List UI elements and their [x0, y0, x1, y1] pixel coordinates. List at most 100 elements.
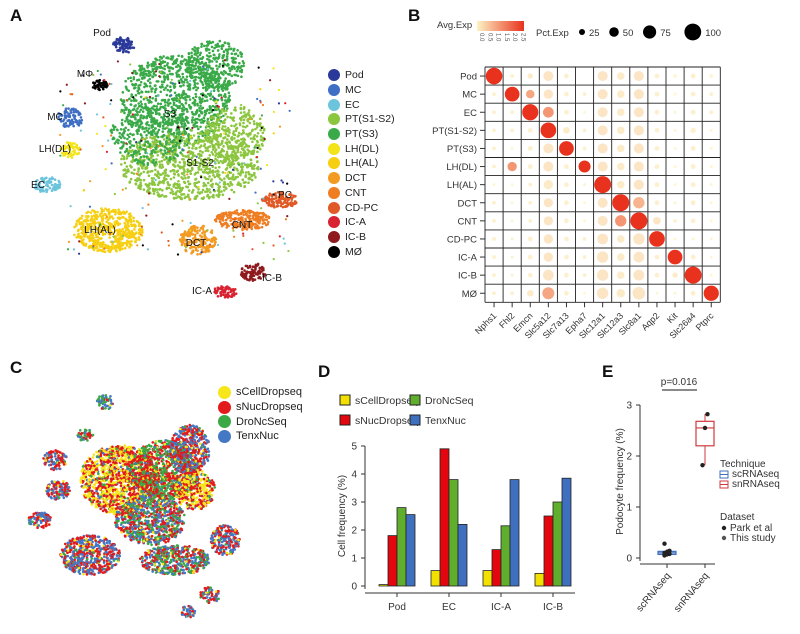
cell-point [213, 241, 217, 244]
expression-dot [583, 201, 587, 205]
cell-point [153, 61, 157, 64]
expression-dot [543, 89, 554, 99]
cell-point [248, 214, 251, 218]
cell-point [254, 222, 257, 226]
expression-dot [564, 182, 569, 188]
cell-point [123, 111, 126, 115]
cell-point [194, 92, 198, 96]
cell-point [223, 180, 226, 184]
cell-point [182, 136, 185, 140]
cell-point [85, 222, 89, 226]
cell-point [134, 178, 137, 182]
cell-point [209, 123, 213, 126]
cell-point [199, 162, 203, 165]
expression-dot [690, 164, 696, 169]
cell-point [166, 126, 169, 130]
expression-dot [709, 128, 713, 132]
cell-point [262, 197, 265, 200]
cell-point [263, 137, 266, 141]
cell-point [241, 218, 244, 222]
cell-point [199, 149, 202, 153]
cell-point [240, 55, 243, 58]
expression-dot [578, 160, 591, 173]
cluster-label: PC [278, 190, 292, 201]
expression-dot [507, 161, 517, 172]
expression-dot [616, 126, 625, 135]
legend-label: LH(AL) [345, 157, 379, 170]
cell-point [196, 51, 200, 55]
cell-point [128, 145, 132, 149]
cell-point [217, 165, 221, 169]
cell-point [191, 146, 194, 150]
cell-point [82, 224, 85, 227]
cell-point [197, 168, 201, 171]
cell-point [62, 154, 65, 157]
cell-point [176, 117, 179, 121]
cell-point [122, 128, 126, 131]
cell-point [122, 230, 125, 234]
cell-point [187, 146, 191, 149]
cell-point [92, 236, 95, 240]
cell-point [185, 61, 189, 64]
cell-point [254, 211, 258, 215]
cell-point [200, 168, 203, 171]
cell-point [228, 159, 231, 163]
cell-point [188, 142, 192, 145]
cell-point [59, 133, 62, 137]
cell-point [216, 140, 219, 143]
cell-point [227, 286, 230, 290]
cell-point [103, 78, 106, 82]
cell-point [161, 85, 164, 89]
cell-point [167, 135, 171, 138]
cell-point [125, 165, 129, 168]
cell-point [201, 170, 205, 174]
cell-point [210, 150, 214, 154]
cell-point [133, 240, 137, 243]
cell-point [211, 49, 215, 53]
cell-point [191, 151, 195, 155]
cell-point [148, 109, 152, 112]
cell-point [206, 117, 210, 121]
column-label: Nphs1 [473, 311, 498, 336]
cell-point [124, 175, 128, 178]
expression-dot [543, 252, 554, 262]
cell-point [180, 93, 183, 97]
cell-point [255, 264, 259, 267]
cell-point [193, 140, 197, 144]
cell-point [96, 235, 100, 239]
cell-point [68, 123, 72, 126]
cell-point [176, 69, 179, 73]
cell-point [157, 195, 161, 198]
cell-point [150, 152, 153, 155]
cell-point [76, 122, 79, 126]
cell-point [95, 246, 99, 250]
panel-letter-c: C [10, 358, 23, 377]
cell-point [100, 81, 103, 85]
cell-point [92, 248, 96, 252]
cell-point [152, 117, 156, 120]
cell-point [171, 82, 174, 85]
cell-point [107, 139, 110, 142]
cell-point [243, 146, 246, 149]
cell-point [286, 182, 289, 185]
cell-point [232, 293, 235, 297]
cell-point [247, 225, 250, 229]
expression-dot [583, 183, 587, 187]
cell-point [178, 130, 181, 134]
cell-point [214, 79, 218, 83]
cell-point [219, 93, 223, 97]
cell-point [171, 110, 174, 114]
cell-point [217, 214, 220, 217]
expression-dot [633, 233, 645, 245]
cell-point [225, 58, 229, 61]
cell-point [108, 245, 112, 249]
cell-point [130, 233, 133, 237]
expression-dot [653, 217, 661, 225]
expression-dot [690, 290, 696, 296]
cell-point [112, 226, 116, 230]
cell-point [206, 68, 209, 71]
cell-point [112, 42, 115, 46]
cell-point [180, 112, 183, 116]
cell-point [209, 191, 212, 194]
cell-point [237, 131, 241, 135]
